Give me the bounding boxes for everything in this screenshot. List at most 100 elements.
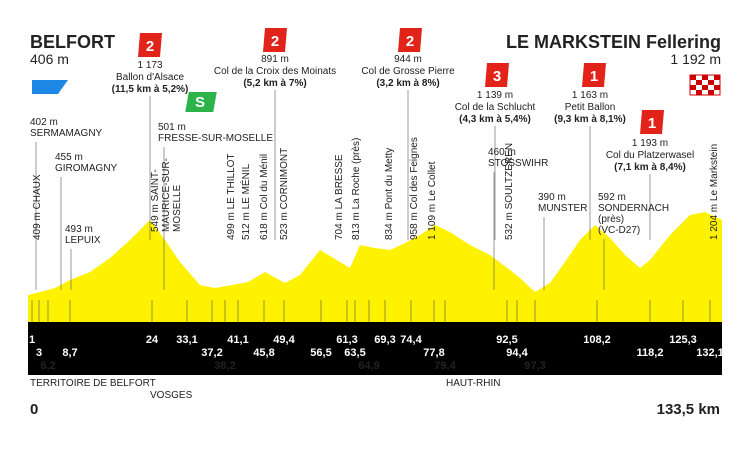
vertical-place-label: 499 m LE THILLOT	[226, 153, 237, 240]
climb-name: Ballon d'Alsace	[116, 72, 185, 83]
climb-name: Petit Ballon	[565, 102, 616, 113]
vertical-place: 1 204 m Le Markstein	[709, 144, 720, 240]
vertical-place: 958 m Col des Feignes	[409, 137, 420, 240]
km-marker: 1	[29, 334, 35, 346]
vertical-place: 512 m LE MÉNIL	[239, 163, 252, 240]
vertical-place: 409 m CHAUX	[32, 174, 43, 240]
vertical-place-label: 618 m Col du Ménil	[259, 154, 270, 240]
vertical-place-label: 409 m CHAUX	[32, 174, 43, 240]
region-label: VOSGES	[150, 390, 193, 401]
km-marker: 41,1	[227, 334, 248, 346]
place-label: 592 m	[598, 192, 626, 203]
climb-name: Col du Platzerwasel	[606, 150, 694, 161]
vertical-place: 1 109 m Le Collet	[427, 161, 438, 240]
climb-name: Col de la Schlucht	[455, 102, 536, 113]
km-marker: 132,1	[696, 347, 724, 359]
profile	[28, 212, 722, 322]
sprint-badge	[185, 92, 217, 112]
km-marker: 45,8	[253, 347, 274, 359]
vertical-place-label: 549 m SAINT-	[150, 169, 161, 232]
km-marker: 8,7	[62, 347, 77, 359]
place-label: SERMAMAGNY	[30, 128, 103, 139]
place-label: 493 m	[65, 224, 93, 235]
place-label: STOSSWIHR	[488, 158, 548, 169]
climb-name: Col de Grosse Pierre	[361, 66, 455, 77]
km-marker: 61,3	[336, 334, 357, 346]
place-label: LEPUIX	[65, 235, 101, 246]
place-label: 390 m	[538, 192, 566, 203]
climb-altitude: 944 m	[394, 54, 422, 65]
category-label: 2	[406, 33, 414, 50]
finish-altitude: 1 192 m	[670, 51, 721, 67]
km-strip	[28, 322, 722, 375]
km-marker: 56,5	[310, 347, 331, 359]
place-label: 501 m	[158, 122, 186, 133]
climb-detail: (9,3 km à 8,1%)	[554, 114, 626, 125]
km-marker: 64,9	[358, 360, 379, 372]
vertical-place: 704 m LA BRESSE	[334, 154, 345, 240]
vertical-place-label: 834 m Pont du Metty	[384, 148, 395, 240]
km-marker: 79,4	[434, 360, 456, 372]
km-marker: 118,2	[637, 347, 664, 359]
category-label: 2	[146, 38, 154, 55]
category-label: 1	[648, 115, 656, 132]
category-badge	[582, 63, 606, 87]
vertical-place: 549 m SAINT- MAURICE-SUR- MOSELLE	[150, 158, 183, 232]
vertical-place: 834 m Pont du Metty	[384, 148, 395, 240]
category-badge	[138, 33, 162, 57]
km-marker: 38,2	[214, 360, 235, 372]
sprint-label: S	[195, 94, 205, 111]
km-marker: 125,3	[669, 334, 697, 346]
place-label: (VC-D27)	[598, 225, 640, 236]
km-marker: 49,4	[273, 334, 295, 346]
km-marker: 6,2	[40, 360, 55, 372]
climb-altitude: 1 173	[137, 60, 162, 71]
distance-start: 0	[30, 401, 38, 418]
vertical-place: 499 m LE THILLOT	[226, 153, 237, 240]
climb-altitude: 1 139 m	[477, 90, 513, 101]
km-marker: 24	[146, 334, 159, 346]
vertical-place-label: 523 m CORNIMONT	[279, 148, 290, 240]
km-marker: 92,5	[496, 334, 517, 346]
start-altitude: 406 m	[30, 51, 69, 67]
km-marker: 94,4	[506, 347, 528, 359]
km-marker: 74,4	[400, 334, 422, 346]
category-badge	[485, 63, 509, 87]
vertical-place: 532 m SOULTZEREN	[504, 143, 515, 240]
vertical-place-label: 1 204 m Le Markstein	[709, 144, 720, 240]
km-marker: 108,2	[583, 334, 611, 346]
km-marker: 33,1	[176, 334, 197, 346]
km-marker: 97,3	[524, 360, 545, 372]
category-badge	[263, 28, 287, 52]
place-label: 455 m	[55, 152, 83, 163]
climb-altitude: 891 m	[261, 54, 289, 65]
finish-check	[690, 75, 720, 95]
category-label: 1	[590, 68, 598, 85]
climb-detail: (4,3 km à 5,4%)	[459, 114, 531, 125]
km-marker: 69,3	[374, 334, 395, 346]
place-label: MUNSTER	[538, 203, 587, 214]
place-label: 460 m	[488, 147, 516, 158]
climb-altitude: 1 193 m	[632, 138, 668, 149]
climb-detail: (11,5 km à 5,2%)	[112, 84, 189, 95]
distance-end: 133,5 km	[657, 401, 720, 418]
category-badge	[398, 28, 422, 52]
finish-name: LE MARKSTEIN Fellering	[506, 32, 721, 52]
start-name: BELFORT	[30, 32, 115, 52]
vertical-place: 813 m La Roche (près)	[351, 138, 362, 240]
vertical-place-label: MOSELLE	[172, 184, 183, 232]
place-label: GIROMAGNY	[55, 163, 118, 174]
place-label: FRESSE-SUR-MOSELLE	[158, 133, 273, 144]
vertical-place-label: 958 m Col des Feignes	[409, 137, 420, 240]
km-marker: 77,8	[423, 347, 444, 359]
start-flag	[32, 80, 68, 94]
vertical-place-label: MAURICE-SUR-	[161, 158, 172, 232]
vertical-place-label: 532 m SOULTZEREN	[504, 143, 515, 240]
place-label: (près)	[598, 214, 624, 225]
climb-name: Col de la Croix des Moinats	[214, 66, 336, 77]
km-marker: 37,2	[201, 347, 222, 359]
km-marker: 63,5	[344, 347, 365, 359]
category-label: 3	[493, 68, 501, 85]
vertical-place: 618 m Col du Ménil	[259, 154, 270, 240]
